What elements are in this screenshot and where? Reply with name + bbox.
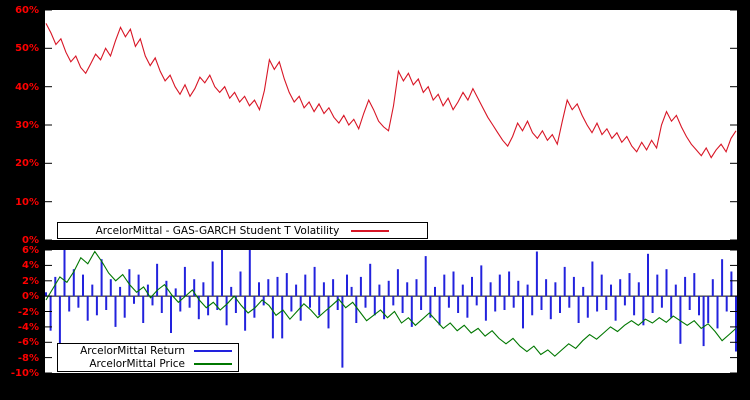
volatility-line-series-0 [45,23,737,159]
price-legend-label: ArcelorMittal Price [89,357,185,370]
y-tick-label: -4% [17,321,39,333]
return-impulse-bars [45,250,737,368]
return-legend-label: ArcelorMittal Return [80,345,185,358]
return-legend-line-sample [194,350,232,353]
price-legend-line-sample [194,362,232,365]
y-tick-label: 6% [22,245,39,256]
legend-row-price: ArcelorMittal Price [64,358,232,371]
y-tick-label: 2% [22,275,39,287]
y-tick-label: 30% [15,120,39,131]
y-tick-label: -10% [10,368,39,379]
y-tick-label: 4% [22,260,39,272]
y-tick-label: -6% [17,337,39,349]
y-tick-label: 60% [15,5,39,16]
y-tick-label: -2% [17,306,39,318]
volatility-y-axis-labels: 60% 50% 40% 30% 20% 10% 0% [0,5,42,246]
y-tick-label: -8% [17,352,39,364]
legend-row-return: ArcelorMittal Return [64,345,232,358]
y-tick-label: 0% [22,235,39,246]
axis-tick-marks [45,10,737,240]
return-price-y-axis-labels: 6% 4% 2% 0% -2% -4% -6% -8% -10% [0,245,42,379]
y-tick-label: 0% [22,291,39,303]
volatility-legend-line-sample [351,229,390,232]
return-price-legend: ArcelorMittal Return ArcelorMittal Price [57,343,239,372]
y-tick-label: 10% [15,196,39,208]
y-tick-label: 20% [15,158,39,170]
y-tick-label: 40% [15,81,39,93]
volatility-plot [45,10,737,240]
volatility-legend: ArcelorMittal - GAS-GARCH Student T Vola… [57,222,428,239]
return-price-line-series-1 [45,250,737,357]
axis-tick-marks [45,250,737,373]
y-tick-label: 50% [15,43,39,55]
volatility-legend-label: ArcelorMittal - GAS-GARCH Student T Vola… [95,224,340,237]
